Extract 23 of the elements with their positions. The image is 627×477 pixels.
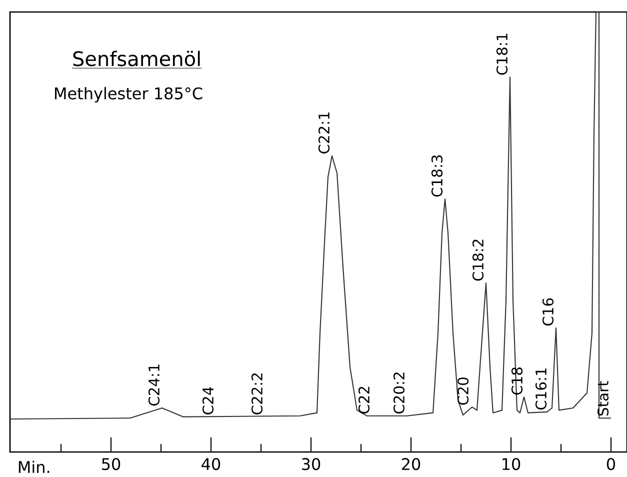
- annotation: C20: [457, 378, 469, 405]
- x-tick-label: 40: [202, 458, 220, 470]
- x-axis-title: Min.: [18, 460, 50, 473]
- x-tick-label: 30: [302, 458, 320, 470]
- annotation: C18:1: [496, 34, 508, 75]
- annotation: C24:1: [148, 364, 160, 406]
- annotation: C22: [358, 386, 370, 414]
- annotation: C18:3: [431, 155, 443, 197]
- annotation: C16:1: [535, 368, 547, 410]
- x-tick-label: 10: [502, 458, 520, 470]
- text: Methylester 185°C: [55, 87, 202, 103]
- text: Senfsamenöl: [73, 50, 200, 66]
- annotation: C24: [202, 387, 214, 414]
- annotation: C22:1: [318, 112, 330, 154]
- annotation: C20:2: [393, 372, 405, 414]
- x-tick-label: 20: [402, 458, 420, 470]
- annotation: C16: [542, 298, 554, 326]
- x-tick-label: 0: [606, 458, 616, 470]
- annotation: C18: [511, 368, 523, 395]
- annotation: C22:2: [251, 373, 263, 414]
- annotation: Start: [597, 381, 609, 416]
- x-tick-label: 50: [102, 458, 120, 470]
- annotation: C18:2: [472, 240, 484, 281]
